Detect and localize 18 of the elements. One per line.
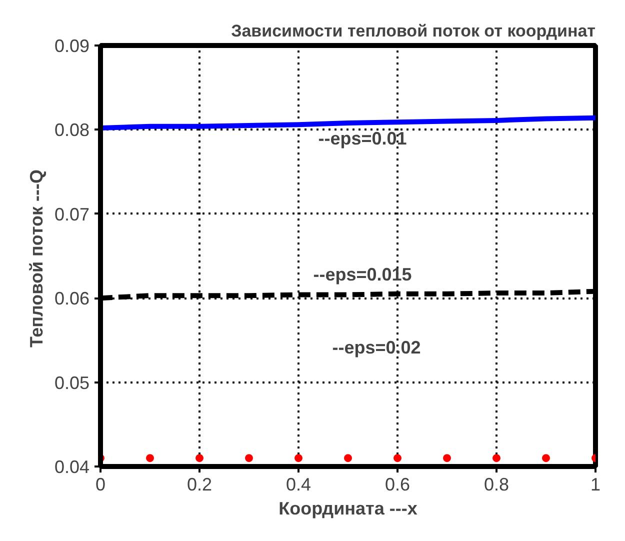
x-tick-label: 0	[95, 474, 106, 494]
y-tick-label: 0.08	[54, 120, 90, 140]
annotation: --eps=0.015	[313, 264, 412, 284]
x-axis-title: Координата ---x	[278, 498, 418, 518]
annotation: --eps=0.01	[318, 128, 407, 148]
annotation: --eps=0.02	[332, 338, 421, 358]
x-tick-label: 0.6	[384, 474, 410, 494]
y-axis-title: Тепловой поток ---Q	[26, 169, 46, 348]
y-tick-label: 0.07	[54, 204, 90, 224]
y-tick-label: 0.06	[54, 288, 90, 309]
x-tick-label: 0.8	[484, 474, 510, 494]
x-tick-label: 0.4	[286, 474, 312, 494]
y-tick-label: 0.05	[54, 372, 90, 393]
y-tick-label: 0.04	[54, 457, 90, 477]
y-tick-label: 0.09	[54, 36, 90, 56]
x-tick-label: 1	[590, 474, 601, 494]
x-tick-label: 0.2	[186, 474, 212, 494]
chart-title: Зависимости тепловой поток от координат	[231, 22, 596, 40]
